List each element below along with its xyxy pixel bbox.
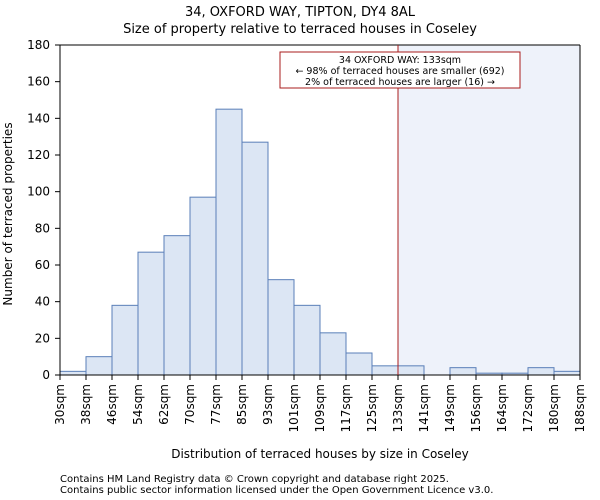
bar-125sqm — [371, 365, 399, 376]
y-tick-label: 0 — [42, 368, 50, 382]
bar-172sqm — [527, 367, 555, 376]
y-tick-label: 20 — [35, 331, 50, 345]
x-tick-label: 62sqm — [157, 384, 171, 425]
x-tick-label: 188sqm — [573, 384, 587, 432]
x-tick-label: 164sqm — [495, 384, 509, 432]
x-axis-label: Distribution of terraced houses by size … — [171, 447, 469, 461]
bar-85sqm — [241, 141, 269, 376]
x-tick-label: 125sqm — [365, 384, 379, 432]
x-tick-label: 180sqm — [547, 384, 561, 432]
highlight-region — [398, 45, 580, 375]
x-axis-ticks: 30sqm 38sqm 46sqm 54sqm 62sqm 70sqm 77sqm 85sqm… — [53, 375, 587, 432]
x-tick-label: 70sqm — [183, 384, 197, 425]
y-tick-label: 80 — [35, 221, 50, 235]
y-tick-label: 40 — [35, 295, 50, 309]
annotation-line-2: ← 98% of terraced houses are smaller (69… — [295, 66, 504, 77]
y-axis-ticks: 0 20 40 60 80 100 120 140 160 180 — [27, 38, 60, 382]
chart-subtitle: Size of property relative to terraced ho… — [123, 22, 477, 37]
y-tick-label: 140 — [27, 111, 50, 125]
y-tick-label: 100 — [27, 185, 50, 199]
x-tick-label: 101sqm — [287, 384, 301, 432]
bar-101sqm — [293, 304, 321, 376]
bar-group — [59, 108, 581, 376]
bar-149sqm — [449, 367, 477, 376]
x-tick-label: 77sqm — [209, 384, 223, 425]
x-tick-label: 85sqm — [235, 384, 249, 425]
x-tick-label: 156sqm — [469, 384, 483, 432]
x-tick-label: 30sqm — [53, 384, 67, 425]
bar-117sqm — [345, 352, 373, 376]
x-tick-label: 172sqm — [521, 384, 535, 432]
bar-180sqm — [553, 370, 581, 376]
bar-93sqm — [267, 279, 295, 376]
bar-54sqm — [137, 251, 165, 376]
annotation-box — [279, 51, 521, 89]
x-tick-label: 141sqm — [417, 384, 431, 432]
footer-line-2: Contains public sector information licen… — [60, 485, 493, 496]
x-tick-label: 149sqm — [443, 384, 457, 432]
x-tick-label: 117sqm — [339, 384, 353, 432]
x-tick-label: 46sqm — [105, 384, 119, 425]
x-tick-label: 38sqm — [79, 384, 93, 425]
bar-109sqm — [319, 332, 347, 376]
bar-46sqm — [111, 304, 139, 376]
y-tick-label: 160 — [27, 75, 50, 89]
bar-30sqm — [59, 370, 87, 376]
footer-line-1: Contains HM Land Registry data © Crown c… — [60, 474, 449, 485]
bar-70sqm — [189, 196, 217, 376]
chart-title: 34, OXFORD WAY, TIPTON, DY4 8AL — [185, 5, 416, 20]
bar-62sqm — [163, 235, 191, 376]
annotation-line-3: 2% of terraced houses are larger (16) → — [305, 77, 495, 88]
y-axis-label: Number of terraced properties — [1, 122, 15, 305]
x-tick-label: 109sqm — [313, 384, 327, 432]
bar-133sqm — [397, 365, 425, 376]
x-tick-label: 54sqm — [131, 384, 145, 425]
annotation-line-1: 34 OXFORD WAY: 133sqm — [339, 55, 461, 66]
y-tick-label: 180 — [27, 38, 50, 52]
y-tick-label: 60 — [35, 258, 50, 272]
x-tick-label: 133sqm — [391, 384, 405, 432]
bar-38sqm — [85, 356, 113, 376]
y-tick-label: 120 — [27, 148, 50, 162]
bar-77sqm — [215, 108, 243, 376]
x-tick-label: 93sqm — [261, 384, 275, 425]
